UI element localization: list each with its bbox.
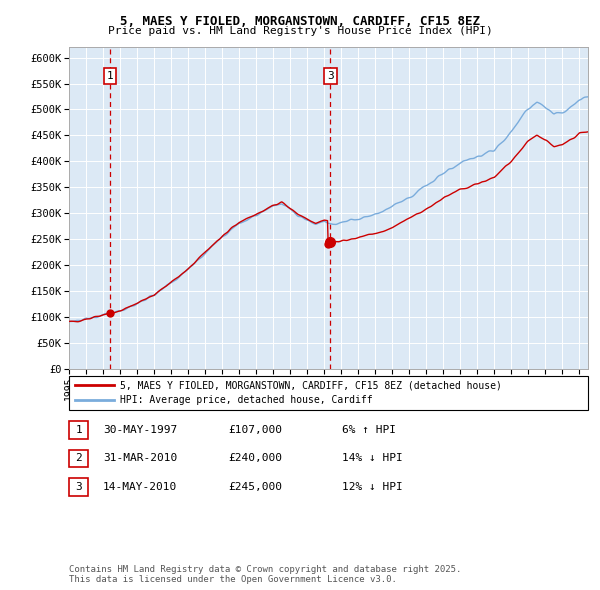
- Text: 5, MAES Y FIOLED, MORGANSTOWN, CARDIFF, CF15 8EZ: 5, MAES Y FIOLED, MORGANSTOWN, CARDIFF, …: [120, 15, 480, 28]
- Text: 1: 1: [107, 71, 113, 81]
- Text: 30-MAY-1997: 30-MAY-1997: [103, 425, 178, 435]
- Text: 12% ↓ HPI: 12% ↓ HPI: [342, 482, 403, 491]
- Text: 14% ↓ HPI: 14% ↓ HPI: [342, 454, 403, 463]
- Text: 14-MAY-2010: 14-MAY-2010: [103, 482, 178, 491]
- Text: £107,000: £107,000: [228, 425, 282, 435]
- Text: £245,000: £245,000: [228, 482, 282, 491]
- Text: £240,000: £240,000: [228, 454, 282, 463]
- Text: Contains HM Land Registry data © Crown copyright and database right 2025.
This d: Contains HM Land Registry data © Crown c…: [69, 565, 461, 584]
- Text: 6% ↑ HPI: 6% ↑ HPI: [342, 425, 396, 435]
- Text: 3: 3: [75, 482, 82, 491]
- Text: Price paid vs. HM Land Registry's House Price Index (HPI): Price paid vs. HM Land Registry's House …: [107, 26, 493, 36]
- Text: HPI: Average price, detached house, Cardiff: HPI: Average price, detached house, Card…: [120, 395, 373, 405]
- Text: 5, MAES Y FIOLED, MORGANSTOWN, CARDIFF, CF15 8EZ (detached house): 5, MAES Y FIOLED, MORGANSTOWN, CARDIFF, …: [120, 381, 502, 391]
- Text: 31-MAR-2010: 31-MAR-2010: [103, 454, 178, 463]
- Text: 2: 2: [75, 454, 82, 463]
- Text: 3: 3: [327, 71, 334, 81]
- Text: 1: 1: [75, 425, 82, 435]
